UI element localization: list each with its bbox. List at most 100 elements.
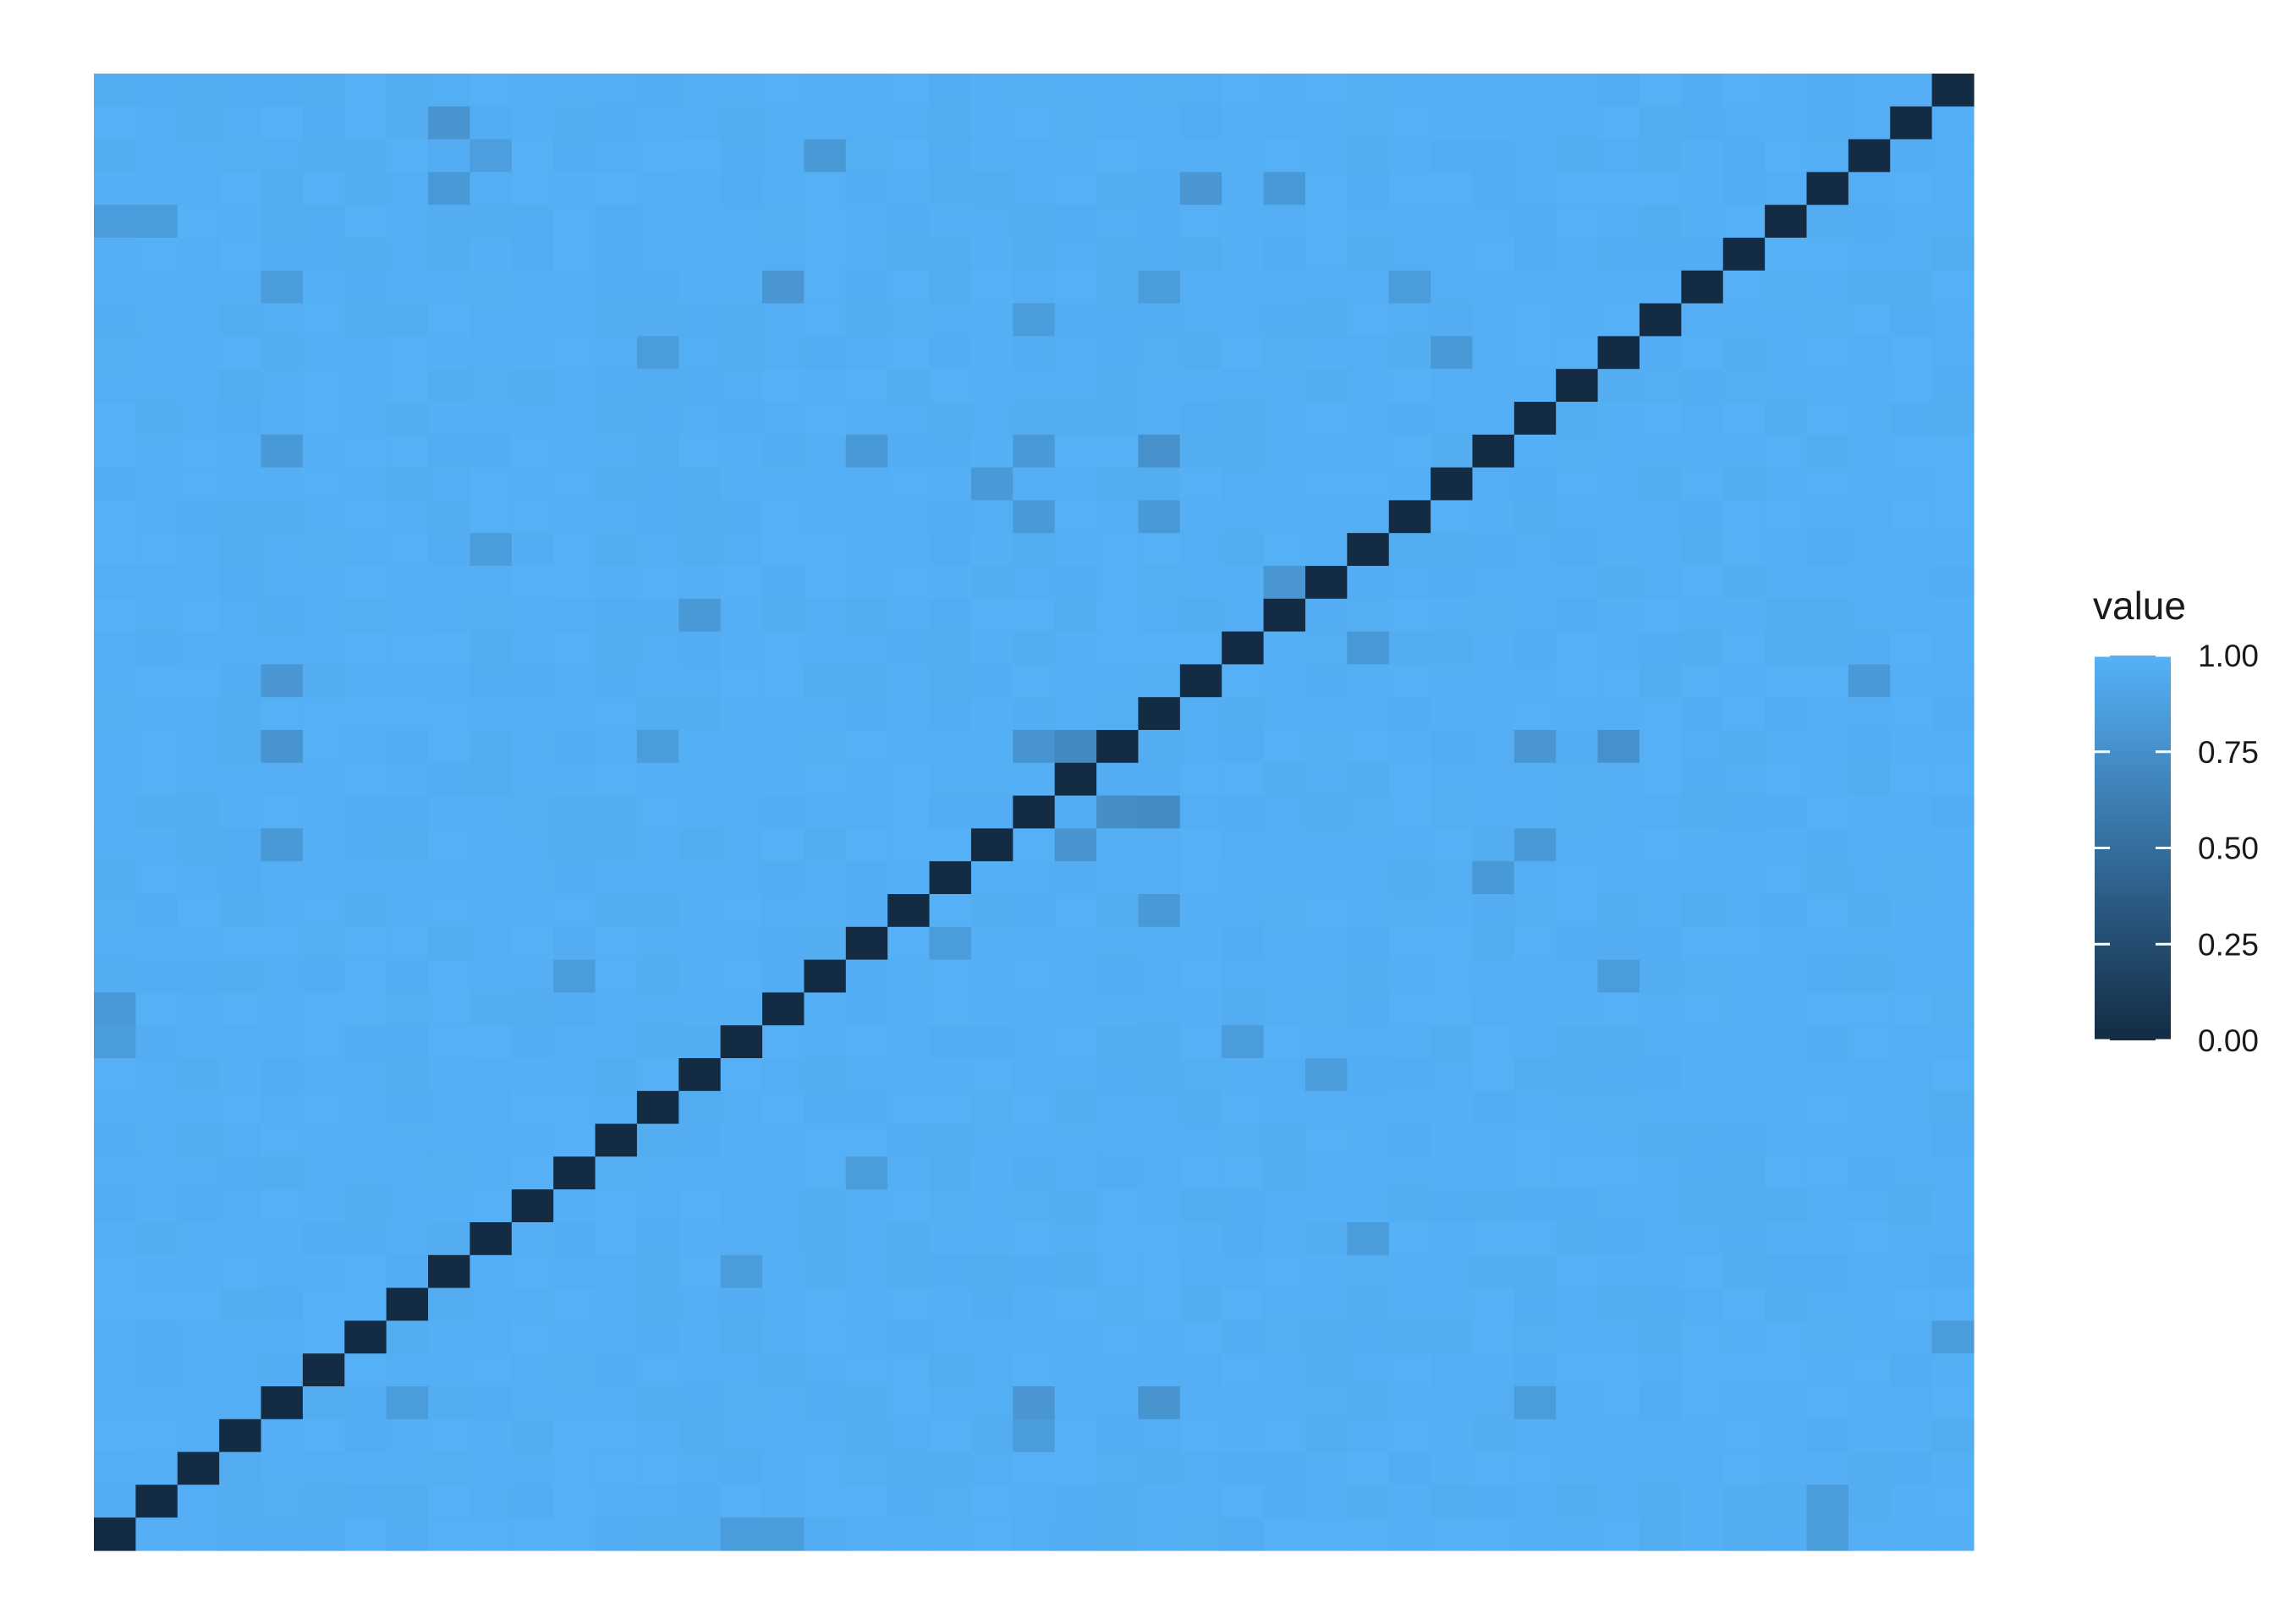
heatmap-cell [887, 467, 931, 501]
heatmap-cell [887, 730, 931, 764]
heatmap-cell [470, 730, 513, 764]
heatmap-cell [929, 74, 972, 107]
heatmap-cell [428, 1025, 470, 1059]
heatmap-cell [1765, 500, 1808, 534]
heatmap-cell [970, 1320, 1013, 1354]
heatmap-cell [1513, 74, 1557, 107]
heatmap-cell [1848, 74, 1891, 107]
heatmap-cell [678, 402, 722, 436]
heatmap-cell [1806, 1090, 1849, 1125]
heatmap-cell [1347, 992, 1390, 1026]
heatmap-cell [1013, 1156, 1056, 1190]
heatmap-cell [1556, 566, 1599, 600]
heatmap-cell [1431, 270, 1474, 304]
heatmap-cell [804, 598, 847, 633]
heatmap-cell [1513, 1320, 1557, 1354]
heatmap-cell [595, 1484, 638, 1518]
heatmap-cell [1806, 500, 1849, 534]
heatmap-cell [1931, 992, 1975, 1026]
heatmap-cell [636, 861, 679, 895]
heatmap-cell [762, 303, 805, 337]
heatmap-cell [302, 1517, 345, 1551]
heatmap-cell [511, 172, 554, 206]
heatmap-cell [94, 74, 136, 107]
heatmap-cell [428, 1418, 470, 1453]
heatmap-cell [94, 1353, 136, 1387]
heatmap-cell [1639, 139, 1682, 173]
heatmap-cell [344, 74, 387, 107]
heatmap-cell [1472, 1058, 1515, 1092]
heatmap-cell [1431, 1287, 1474, 1321]
heatmap-cell [636, 303, 679, 337]
heatmap-cell [1347, 795, 1390, 829]
heatmap-cell [1931, 1353, 1975, 1387]
heatmap-cell [428, 533, 470, 567]
heatmap-cell [804, 992, 847, 1026]
heatmap-cell [94, 139, 136, 173]
heatmap-cell [386, 894, 429, 928]
heatmap-cell [678, 270, 722, 304]
heatmap-cell [1597, 697, 1640, 731]
heatmap-cell [1347, 959, 1390, 993]
heatmap-cell [553, 926, 596, 961]
heatmap-cell [678, 336, 722, 370]
heatmap-cell [219, 828, 262, 862]
heatmap-cell [929, 1517, 972, 1551]
heatmap-cell [1138, 172, 1181, 206]
heatmap-cell [1848, 1025, 1891, 1059]
heatmap-cell [1179, 1287, 1222, 1321]
heatmap-cell [1013, 270, 1056, 304]
legend-title: value [2093, 584, 2186, 628]
heatmap-cell [804, 74, 847, 107]
heatmap-cell [970, 861, 1013, 895]
heatmap-cell [553, 467, 596, 501]
heatmap-cell [1681, 369, 1724, 403]
heatmap-cell [344, 1058, 387, 1092]
heatmap-cell [1597, 1025, 1640, 1059]
heatmap-cell [511, 1353, 554, 1387]
heatmap-cell [1890, 861, 1933, 895]
heatmap-cell [1765, 795, 1808, 829]
heatmap-cell [1179, 106, 1222, 140]
heatmap-cell [1179, 500, 1222, 534]
heatmap-cell [845, 664, 888, 698]
heatmap-cell [1556, 1123, 1599, 1157]
heatmap-cell [1472, 1320, 1515, 1354]
heatmap-cell [1013, 336, 1056, 370]
heatmap-cell [845, 992, 888, 1026]
heatmap-cell [887, 270, 931, 304]
heatmap-cell [177, 1418, 220, 1453]
heatmap-cell [1556, 1058, 1599, 1092]
heatmap-cell [1472, 762, 1515, 797]
heatmap-cell [804, 336, 847, 370]
heatmap-cell [1054, 1058, 1097, 1092]
heatmap-cell [1722, 566, 1766, 600]
heatmap-cell [929, 336, 972, 370]
heatmap-cell [553, 1025, 596, 1059]
heatmap-cell [553, 74, 596, 107]
heatmap-cell [1138, 1156, 1181, 1190]
heatmap-cell [302, 762, 345, 797]
heatmap-cell [1472, 992, 1515, 1026]
heatmap-cell [1681, 566, 1724, 600]
heatmap-cell [1263, 992, 1306, 1026]
heatmap-cell [1096, 730, 1140, 764]
heatmap-cell [94, 238, 136, 272]
heatmap-cell [1556, 1386, 1599, 1420]
heatmap-cell [261, 959, 304, 993]
heatmap-cell [1013, 959, 1056, 993]
heatmap-cell [1556, 1287, 1599, 1321]
heatmap-cell [1305, 1517, 1348, 1551]
heatmap-cell [1890, 303, 1933, 337]
heatmap-cell [94, 828, 136, 862]
heatmap-cell [386, 1189, 429, 1223]
heatmap-cell [1179, 861, 1222, 895]
heatmap-cell [219, 369, 262, 403]
heatmap-cell [1431, 697, 1474, 731]
heatmap-cell [1639, 795, 1682, 829]
heatmap-cell [1722, 631, 1766, 665]
heatmap-cell [1639, 467, 1682, 501]
heatmap-cell [135, 270, 179, 304]
heatmap-cell [1890, 270, 1933, 304]
heatmap-cell [1096, 861, 1140, 895]
